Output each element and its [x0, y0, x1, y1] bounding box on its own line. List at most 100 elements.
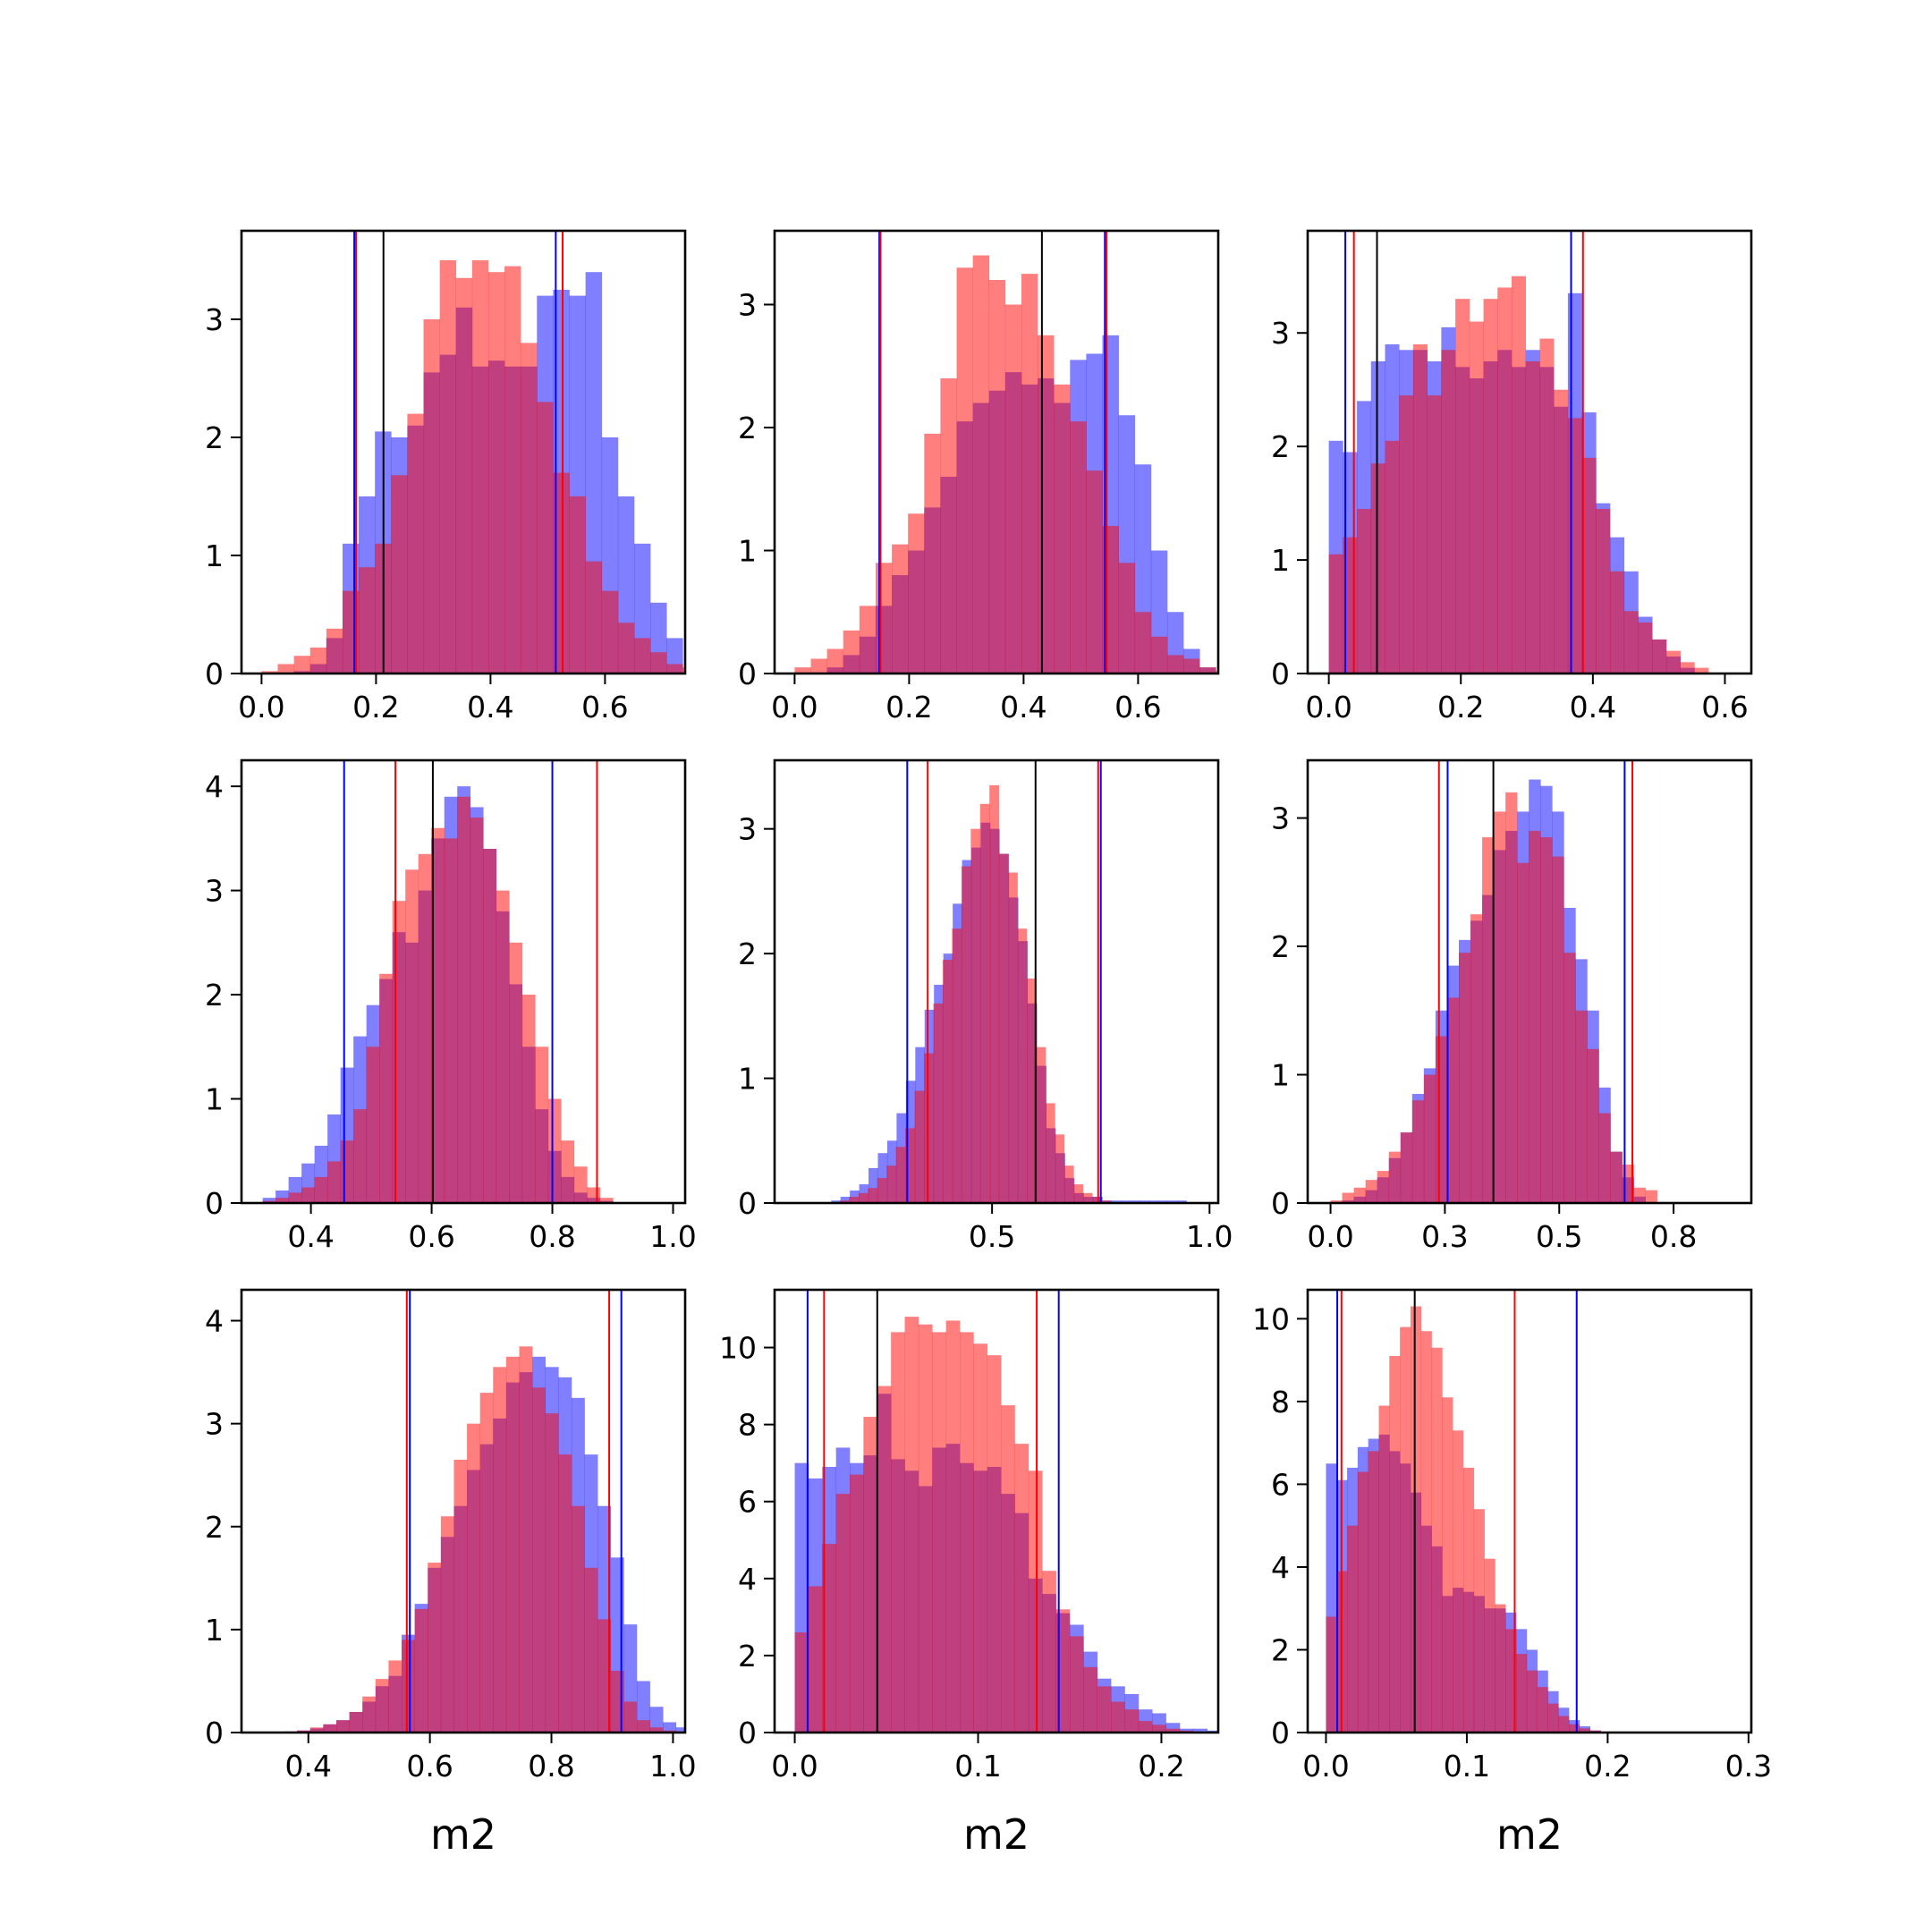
histogram-bar-red [868, 1188, 878, 1203]
histogram-bar-red [1610, 571, 1625, 674]
histogram-bar-red [1368, 1451, 1379, 1733]
histogram-bar-red [1563, 953, 1576, 1203]
subplot-r1c1: 0.0 0.2 0.4 0.6 0 1 2 3 [205, 229, 687, 724]
histogram-bar-red [839, 1200, 850, 1203]
y-tick-label: 4 [205, 1304, 224, 1339]
histogram-bar-red [1680, 662, 1695, 674]
histogram-bar-red [453, 1459, 468, 1733]
histogram-bar-red [340, 1140, 354, 1203]
histogram-bar-red [1028, 1470, 1043, 1733]
histogram-bar-blue [1148, 1200, 1159, 1203]
plot-area [284, 1290, 685, 1733]
histogram-bar-red [470, 818, 484, 1203]
histogram-bar-red [850, 1474, 864, 1733]
y-tick-label: 10 [1252, 1301, 1290, 1336]
x-tick-label: 0.4 [1000, 690, 1046, 724]
histogram-bar-red [1420, 1331, 1432, 1733]
y-tick-label: 4 [1271, 1550, 1290, 1585]
histogram-bar-red [1357, 508, 1372, 674]
histogram-bar-red [859, 606, 877, 674]
histogram-bar-red [1082, 1192, 1093, 1203]
histogram-bar-red [537, 402, 554, 674]
histogram-bar-red [1097, 1686, 1112, 1733]
histogram-bar-red [407, 413, 424, 674]
histogram-bar-red [1389, 1356, 1401, 1733]
plot-area [794, 1290, 1218, 1733]
histogram-bar-red [1587, 1048, 1599, 1203]
histogram-bar-red [1055, 1134, 1065, 1203]
histogram-bar-red [1482, 837, 1495, 1203]
histogram-bar-red [1400, 1132, 1413, 1203]
histogram-bar-red [275, 1198, 289, 1203]
histogram-bar-red [1540, 837, 1553, 1203]
histogram-bar-red [623, 1701, 638, 1733]
histogram-bar-red [1441, 350, 1456, 674]
x-tick-label: 0.2 [352, 690, 399, 724]
histogram-bar-red [402, 1640, 415, 1733]
histogram-bar-red [1216, 671, 1218, 674]
histogram-bar-red [1547, 1703, 1559, 1733]
x-tick-label: 0.0 [771, 690, 818, 724]
histogram-bar-red [918, 1324, 933, 1733]
x-tick-label: 0.2 [886, 690, 932, 724]
histogram-bar-red [1152, 1724, 1166, 1733]
y-tick-label: 0 [205, 1716, 224, 1750]
histogram-bar-red [1455, 299, 1470, 674]
histogram-bar-red [535, 1046, 549, 1203]
histogram-bar-red [1537, 1687, 1548, 1733]
y-tick-label: 8 [738, 1408, 757, 1443]
histogram-bar-red [1004, 304, 1022, 674]
histogram-bar-red [1045, 1103, 1055, 1203]
histogram-bar-red [1497, 287, 1513, 674]
axes-frame [240, 1288, 687, 1734]
subplot-r2c2: 0.5 1.0 0 1 2 3 [738, 758, 1233, 1254]
x-tick-label: 0.5 [1536, 1219, 1582, 1254]
histogram-bar-red [349, 1711, 363, 1733]
histogram-bar-red [323, 1724, 337, 1733]
histogram-bar-blue [1121, 1200, 1131, 1203]
histogram-bar-blue [831, 1200, 841, 1203]
histogram-bar-red [1638, 622, 1653, 674]
y-tick-label: 2 [738, 411, 757, 445]
x-tick-label: 0.4 [1570, 690, 1616, 724]
x-tick-label: 0.8 [528, 1749, 574, 1784]
histogram-bar-red [1446, 997, 1460, 1203]
y-tick-label: 2 [1271, 1632, 1290, 1667]
histogram-bar-red [1610, 1151, 1623, 1203]
x-tick-label: 0.6 [408, 1219, 454, 1254]
histogram-bar-red [1063, 1165, 1074, 1203]
histogram-bar-red [558, 1454, 572, 1733]
histogram-bar-red [891, 1332, 905, 1733]
x-tick-label: 0.0 [771, 1749, 818, 1784]
histogram-bar-red [457, 796, 471, 1203]
histogram-bar-red [794, 1632, 809, 1733]
histogram-bar-red [261, 671, 278, 674]
histogram-bar-red [1038, 335, 1055, 674]
histogram-bar-red [849, 1197, 860, 1203]
y-tick-label: 0 [1271, 657, 1290, 691]
histogram-bar-red [496, 890, 510, 1203]
x-tick-label: 0.0 [238, 690, 284, 724]
histogram-bar-red [471, 260, 489, 674]
histogram-bar-red [987, 1355, 1002, 1733]
subplot-r1c3: 0.0 0.2 0.4 0.6 0 1 2 3 [1271, 229, 1753, 724]
y-tick-label: 0 [1271, 1186, 1290, 1221]
histogram-bar-red [505, 1356, 520, 1733]
x-tick-label: 0.3 [1725, 1749, 1772, 1784]
histogram-bar-red [277, 664, 294, 674]
histogram-bar-red [1435, 1036, 1448, 1203]
histogram-bar-red [1385, 440, 1400, 674]
plot-area [1328, 231, 1709, 674]
histogram-bar-red [1357, 1471, 1369, 1733]
histogram-bar-red [892, 544, 909, 674]
x-axis-label: m2 [1496, 1810, 1563, 1859]
histogram-bar-red [875, 563, 893, 674]
histogram-bar-red [1118, 563, 1136, 674]
histogram-bar-red [379, 973, 394, 1203]
y-tick-label: 0 [738, 1716, 757, 1750]
y-tick-label: 0 [205, 1186, 224, 1221]
histogram-bar-red [633, 638, 651, 674]
histogram-bar-red [1526, 1670, 1538, 1733]
x-tick-label: 0.8 [1650, 1219, 1697, 1254]
histogram-bar-red [961, 866, 971, 1203]
